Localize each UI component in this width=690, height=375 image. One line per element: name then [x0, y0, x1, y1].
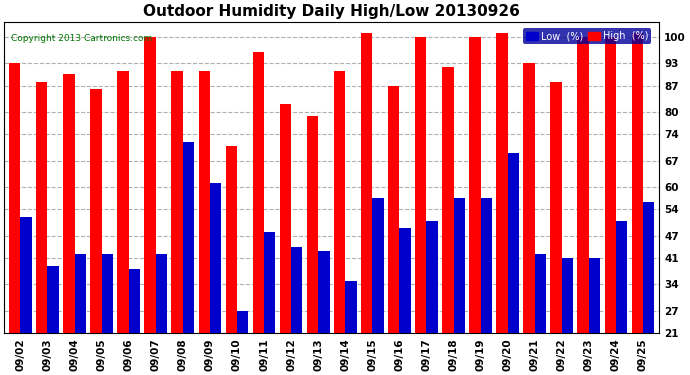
- Bar: [400, 228, 411, 333]
- Title: Outdoor Humidity Daily High/Low 20130926: Outdoor Humidity Daily High/Low 20130926: [144, 4, 520, 19]
- Bar: [453, 198, 465, 333]
- Bar: [291, 247, 302, 333]
- Bar: [253, 52, 264, 333]
- Bar: [226, 146, 237, 333]
- Bar: [156, 254, 167, 333]
- Bar: [128, 269, 140, 333]
- Bar: [237, 311, 248, 333]
- Bar: [48, 266, 59, 333]
- Bar: [604, 37, 616, 333]
- Bar: [643, 202, 654, 333]
- Bar: [307, 116, 318, 333]
- Bar: [426, 220, 437, 333]
- Bar: [199, 70, 210, 333]
- Bar: [210, 183, 221, 333]
- Bar: [90, 89, 101, 333]
- Bar: [562, 258, 573, 333]
- Bar: [361, 33, 373, 333]
- Bar: [264, 232, 275, 333]
- Legend: Low  (%), High  (%): Low (%), High (%): [524, 28, 651, 44]
- Bar: [469, 37, 480, 333]
- Bar: [171, 70, 183, 333]
- Bar: [523, 63, 535, 333]
- Bar: [578, 37, 589, 333]
- Bar: [535, 254, 546, 333]
- Bar: [388, 86, 400, 333]
- Bar: [21, 217, 32, 333]
- Bar: [589, 258, 600, 333]
- Bar: [75, 254, 86, 333]
- Bar: [631, 33, 643, 333]
- Bar: [144, 37, 156, 333]
- Bar: [101, 254, 113, 333]
- Bar: [183, 142, 194, 333]
- Bar: [373, 198, 384, 333]
- Bar: [36, 82, 48, 333]
- Bar: [318, 251, 330, 333]
- Bar: [616, 220, 627, 333]
- Bar: [508, 153, 519, 333]
- Bar: [496, 33, 508, 333]
- Bar: [117, 70, 128, 333]
- Bar: [442, 67, 453, 333]
- Bar: [415, 37, 426, 333]
- Bar: [345, 280, 357, 333]
- Text: Copyright 2013 Cartronics.com: Copyright 2013 Cartronics.com: [11, 34, 152, 43]
- Bar: [63, 74, 75, 333]
- Bar: [551, 82, 562, 333]
- Bar: [334, 70, 345, 333]
- Bar: [9, 63, 21, 333]
- Bar: [480, 198, 492, 333]
- Bar: [279, 104, 291, 333]
